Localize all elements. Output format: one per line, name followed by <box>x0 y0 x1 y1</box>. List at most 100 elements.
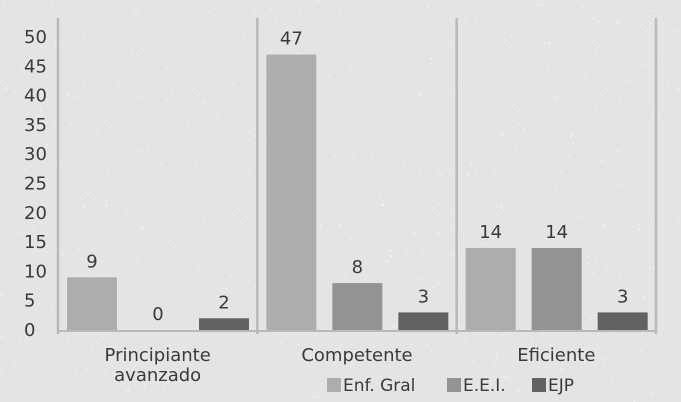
speckle <box>107 169 110 171</box>
y-tick-label: 5 <box>24 291 35 312</box>
y-tick-label: 30 <box>24 144 47 165</box>
speckle <box>216 116 218 119</box>
speckle <box>386 260 389 262</box>
speckle <box>496 214 499 216</box>
speckle <box>541 333 544 335</box>
speckle <box>67 337 70 340</box>
speckle <box>30 246 33 249</box>
speckle <box>600 293 603 295</box>
speckle <box>616 21 619 23</box>
speckle <box>254 12 257 14</box>
speckle <box>597 20 599 23</box>
speckle <box>245 215 248 218</box>
data-label: 14 <box>479 222 502 243</box>
speckle <box>580 216 582 218</box>
speckle <box>271 50 273 53</box>
speckle <box>470 163 472 166</box>
data-label: 3 <box>418 286 429 307</box>
speckle <box>593 282 595 284</box>
y-tick-label: 35 <box>24 115 47 136</box>
speckle <box>119 47 121 49</box>
speckle <box>517 123 520 125</box>
speckle <box>461 326 464 329</box>
speckle <box>621 365 623 367</box>
speckle <box>19 337 21 340</box>
speckle <box>518 390 520 392</box>
speckle <box>531 337 534 340</box>
speckle <box>95 342 98 345</box>
speckle <box>555 187 558 190</box>
speckle <box>619 22 621 24</box>
speckle <box>227 254 229 257</box>
speckle <box>524 271 527 274</box>
speckle <box>617 184 619 186</box>
speckle <box>23 221 25 224</box>
speckle <box>318 324 321 327</box>
speckle <box>80 196 83 199</box>
speckle <box>75 369 77 371</box>
speckle <box>378 193 381 195</box>
speckle <box>366 50 369 53</box>
speckle <box>437 171 440 174</box>
speckle <box>464 18 466 20</box>
speckle <box>477 114 479 116</box>
bar <box>332 283 383 330</box>
speckle <box>524 386 527 389</box>
speckle <box>460 80 463 83</box>
speckle <box>589 317 592 320</box>
speckle <box>678 88 680 90</box>
speckle <box>35 115 38 117</box>
speckle <box>254 284 257 287</box>
speckle <box>243 31 246 34</box>
speckle <box>451 209 453 212</box>
speckle <box>386 87 388 90</box>
speckle <box>138 290 140 293</box>
speckle <box>628 276 631 279</box>
speckle <box>237 163 239 166</box>
speckle <box>181 89 183 92</box>
speckle <box>520 168 523 171</box>
speckle <box>645 281 647 283</box>
speckle <box>249 131 252 133</box>
speckle <box>4 16 6 19</box>
speckle <box>560 368 562 370</box>
speckle <box>169 344 172 347</box>
speckle <box>436 282 438 284</box>
speckle <box>39 207 42 209</box>
bar <box>465 247 516 330</box>
speckle <box>608 14 610 17</box>
speckle <box>3 119 6 121</box>
speckle <box>595 108 597 111</box>
speckle <box>464 338 467 340</box>
speckle <box>270 8 273 11</box>
speckle <box>447 335 450 337</box>
speckle <box>169 292 171 295</box>
speckle <box>399 140 402 143</box>
speckle <box>678 217 680 220</box>
speckle <box>29 93 31 95</box>
speckle <box>418 278 420 280</box>
speckle <box>501 334 504 336</box>
speckle <box>495 205 498 207</box>
speckle <box>643 296 646 298</box>
speckle <box>593 226 596 229</box>
bar <box>199 318 249 330</box>
speckle <box>142 47 144 50</box>
speckle <box>650 220 652 222</box>
speckle <box>343 218 345 221</box>
speckle <box>626 201 628 203</box>
speckle <box>63 253 66 255</box>
speckle <box>653 267 656 270</box>
speckle <box>582 5 584 8</box>
speckle <box>336 49 339 51</box>
speckle <box>67 94 69 96</box>
speckle <box>458 311 461 313</box>
speckle <box>0 294 2 296</box>
speckle <box>418 221 420 224</box>
speckle <box>572 142 574 144</box>
speckle <box>338 198 340 201</box>
speckle <box>592 272 595 275</box>
speckle <box>350 66 353 69</box>
speckle <box>2 2 5 5</box>
